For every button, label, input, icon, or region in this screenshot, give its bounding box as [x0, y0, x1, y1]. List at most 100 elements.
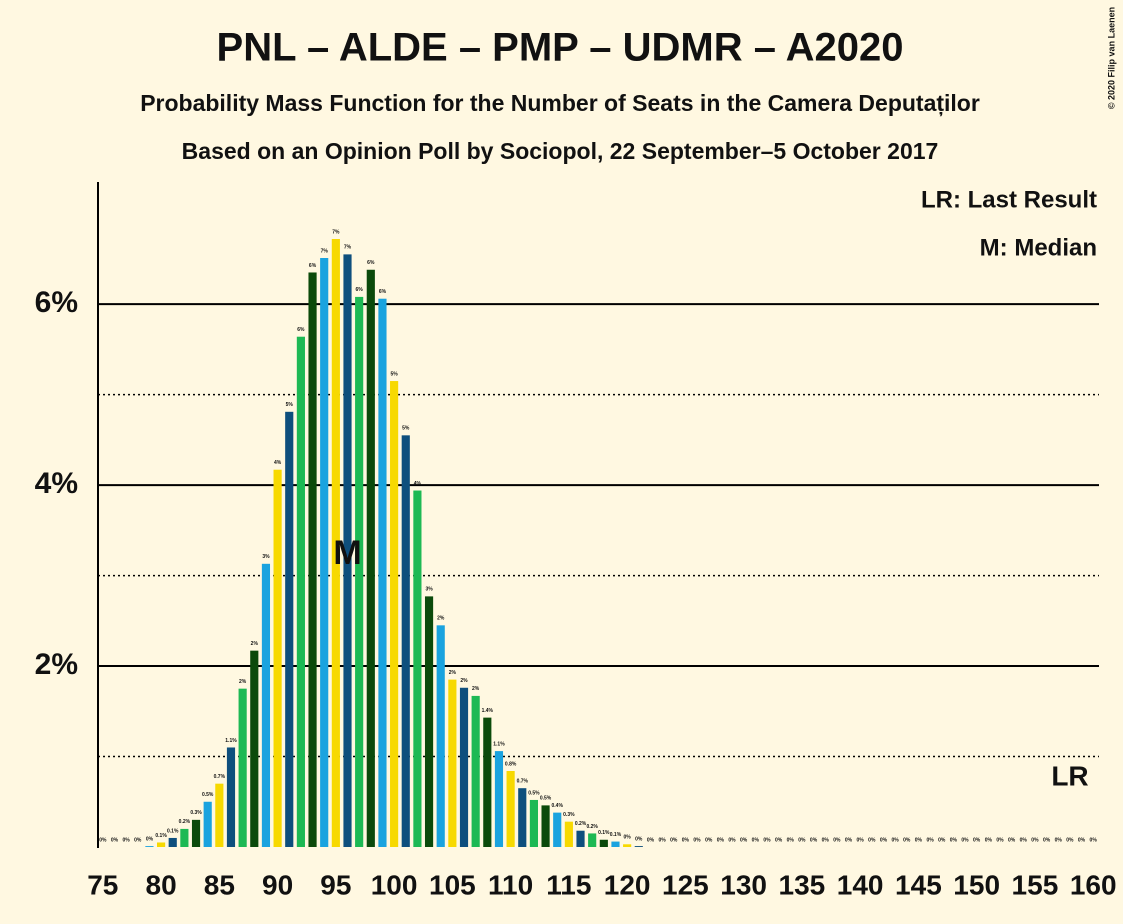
- value-label: 7%: [321, 248, 329, 254]
- value-label: 0.5%: [528, 790, 540, 796]
- x-tick-label: 100: [371, 869, 418, 900]
- x-tick-label: 75: [87, 869, 118, 900]
- value-label: 2%: [251, 641, 259, 647]
- value-label: 0%: [961, 837, 969, 843]
- value-label: 0%: [880, 837, 888, 843]
- bar: [366, 269, 375, 847]
- bar: [436, 625, 445, 847]
- x-tick-label: 110: [488, 869, 533, 900]
- bar: [494, 751, 504, 847]
- value-label: 0%: [798, 837, 806, 843]
- value-label: 0%: [1090, 837, 1098, 843]
- value-label: 7%: [344, 245, 352, 251]
- bar: [529, 799, 538, 847]
- value-label: 0%: [1078, 837, 1086, 843]
- value-label: 6%: [379, 289, 387, 295]
- bar: [413, 490, 422, 847]
- value-label: 0%: [635, 836, 643, 842]
- value-label: 0%: [740, 837, 748, 843]
- x-tick-label: 85: [204, 869, 235, 900]
- bar: [285, 411, 294, 847]
- x-tick-label: 80: [146, 869, 177, 900]
- bar: [180, 828, 189, 847]
- bar: [203, 801, 212, 847]
- legend-entry: LR: Last Result: [921, 186, 1097, 213]
- value-label: 0.2%: [179, 819, 191, 825]
- x-tick-label: 120: [604, 869, 651, 900]
- value-label: 0%: [658, 837, 666, 843]
- chart-subtitle: Probability Mass Function for the Number…: [140, 90, 980, 117]
- value-label: 4%: [414, 481, 422, 487]
- bar: [459, 687, 469, 847]
- value-label: 0%: [1020, 837, 1028, 843]
- x-tick-label: 115: [546, 869, 591, 900]
- median-marker: M: [333, 534, 361, 572]
- bar: [320, 258, 329, 847]
- bar: [424, 596, 434, 847]
- value-label: 5%: [390, 371, 398, 377]
- value-label: 0.8%: [505, 761, 517, 767]
- value-label: 0%: [985, 837, 993, 843]
- value-label: 0%: [693, 837, 701, 843]
- x-tick-label: 150: [953, 869, 1000, 900]
- bar: [261, 563, 271, 847]
- value-label: 0.2%: [586, 824, 598, 830]
- value-label: 0%: [822, 837, 830, 843]
- value-label: 0%: [996, 837, 1004, 843]
- value-label: 0%: [111, 837, 119, 843]
- value-label: 0%: [647, 837, 655, 843]
- value-label: 2%: [239, 679, 247, 685]
- bar: [157, 842, 166, 847]
- chart-title: PNL – ALDE – PMP – UDMR – A2020: [217, 26, 904, 70]
- legend-entry: M: Median: [980, 234, 1097, 261]
- x-tick-label: 90: [262, 869, 293, 900]
- value-label: 0%: [624, 835, 632, 841]
- value-label: 0.1%: [155, 833, 167, 839]
- bar: [378, 298, 387, 847]
- bar: [215, 783, 224, 847]
- value-label: 7%: [332, 229, 340, 235]
- bar: [588, 833, 597, 847]
- bar: [238, 688, 247, 847]
- value-label: 0%: [845, 837, 853, 843]
- y-tick-label: 4%: [35, 467, 78, 500]
- bar: [576, 830, 585, 847]
- bar: [518, 788, 527, 847]
- bar: [483, 717, 492, 847]
- value-label: 0%: [915, 837, 923, 843]
- value-label: 2%: [449, 670, 457, 676]
- bar: [599, 839, 608, 847]
- value-label: 3%: [425, 587, 433, 593]
- value-label: 6%: [356, 287, 364, 293]
- value-label: 0%: [670, 837, 678, 843]
- value-label: 6%: [297, 327, 305, 333]
- value-label: 1.4%: [482, 708, 494, 714]
- value-label: 2%: [437, 616, 445, 622]
- value-label: 0%: [810, 837, 818, 843]
- value-label: 0%: [146, 836, 154, 842]
- value-label: 1.1%: [225, 738, 237, 744]
- bar: [471, 695, 480, 847]
- bar: [390, 381, 399, 847]
- value-label: 5%: [402, 426, 410, 432]
- value-label: 0%: [857, 837, 865, 843]
- value-label: 0%: [1031, 837, 1039, 843]
- bar: [623, 844, 632, 847]
- value-label: 0%: [763, 837, 771, 843]
- value-label: 6%: [367, 260, 375, 266]
- value-label: 0%: [1043, 837, 1051, 843]
- value-label: 0%: [973, 837, 981, 843]
- copyright: © 2020 Filip van Laenen: [1106, 7, 1116, 109]
- value-label: 0.5%: [202, 792, 214, 798]
- value-label: 0%: [728, 837, 736, 843]
- value-label: 0.5%: [540, 796, 552, 802]
- value-label: 0.1%: [598, 830, 610, 836]
- bar: [343, 254, 352, 847]
- last-result-label: LR: [1051, 760, 1088, 791]
- value-label: 0%: [926, 837, 934, 843]
- value-label: 0%: [1066, 837, 1074, 843]
- value-label: 3%: [262, 554, 270, 560]
- value-label: 0%: [950, 837, 958, 843]
- value-label: 0.3%: [190, 810, 202, 816]
